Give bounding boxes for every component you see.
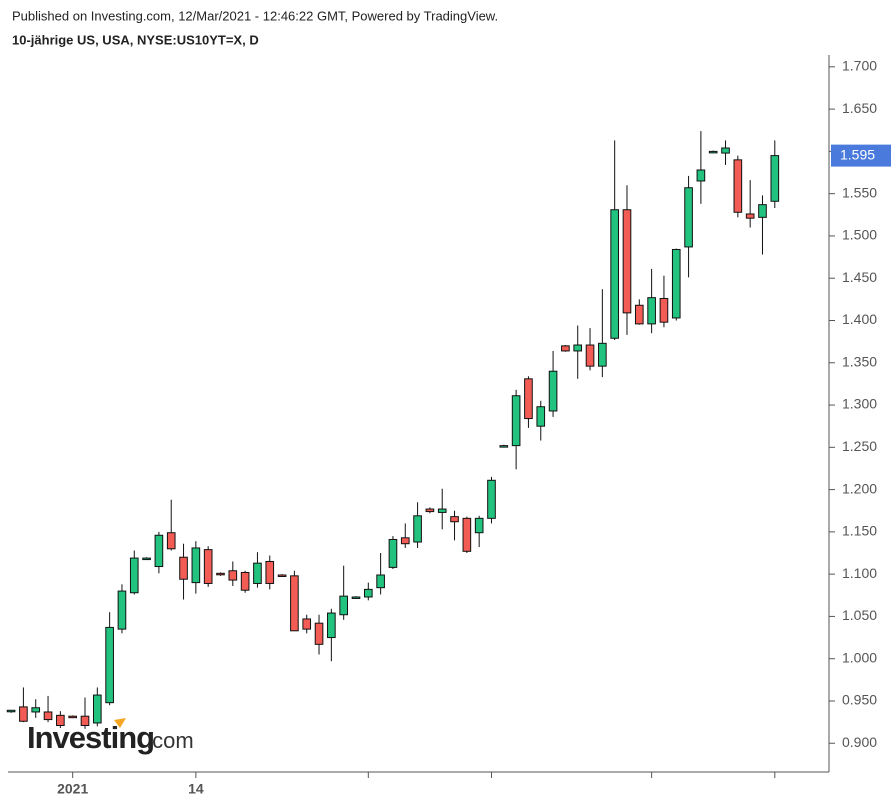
candle-body bbox=[487, 479, 496, 519]
y-tick-label: 0.900 bbox=[842, 734, 877, 750]
candle-body bbox=[277, 574, 287, 577]
candle-body bbox=[585, 344, 595, 367]
watermark-text: Investing bbox=[27, 720, 154, 755]
y-tick-label: 1.200 bbox=[842, 480, 877, 496]
watermark: Investing .com bbox=[27, 718, 194, 755]
candle-body bbox=[80, 715, 90, 726]
candle-body bbox=[388, 538, 398, 568]
candle-body bbox=[31, 707, 41, 713]
candle-body bbox=[462, 517, 472, 552]
candle-body bbox=[228, 570, 238, 581]
candle-body bbox=[610, 209, 619, 339]
candle-body bbox=[253, 562, 262, 584]
candle-body bbox=[179, 556, 188, 580]
candle-body bbox=[203, 549, 213, 584]
y-tick-label: 1.400 bbox=[842, 311, 877, 327]
candle-body bbox=[536, 406, 546, 427]
candle-body bbox=[573, 344, 583, 352]
candle-body bbox=[622, 209, 632, 314]
candle-body bbox=[376, 574, 385, 589]
candle-body bbox=[327, 612, 336, 639]
y-tick-label: 1.300 bbox=[842, 396, 877, 412]
candle-body bbox=[154, 534, 164, 568]
y-tick-label: 1.150 bbox=[842, 523, 877, 539]
candle-body bbox=[745, 213, 755, 219]
watermark-suffix: .com bbox=[146, 728, 194, 753]
candle-body bbox=[708, 150, 718, 154]
candle-body bbox=[598, 342, 607, 367]
candle-body bbox=[216, 572, 225, 576]
y-tick-label: 1.350 bbox=[842, 353, 877, 369]
candle-body bbox=[19, 706, 28, 722]
candle-body bbox=[351, 596, 361, 599]
candle-body bbox=[265, 560, 275, 584]
candle-body bbox=[474, 517, 484, 534]
candle-body bbox=[696, 169, 706, 182]
y-tick-label: 0.950 bbox=[842, 692, 877, 708]
x-tick-label: 2021 bbox=[57, 781, 88, 797]
y-tick-label: 1.000 bbox=[842, 649, 877, 665]
candle-body bbox=[770, 155, 780, 202]
candle-body bbox=[363, 588, 373, 598]
candle-body bbox=[314, 622, 324, 645]
candle-body bbox=[117, 590, 127, 630]
y-tick-label: 1.250 bbox=[842, 438, 877, 454]
candle-body bbox=[548, 370, 558, 412]
candle-body bbox=[290, 575, 299, 632]
candle-body bbox=[413, 515, 422, 543]
candle-body bbox=[302, 618, 312, 630]
candle-body bbox=[647, 297, 656, 325]
x-tick-label: 14 bbox=[188, 781, 204, 797]
y-tick-label: 1.500 bbox=[842, 227, 877, 243]
candle-body bbox=[339, 595, 348, 616]
candle-body bbox=[105, 626, 114, 704]
last-price-label: 1.595 bbox=[840, 146, 875, 162]
y-tick-label: 1.100 bbox=[842, 565, 877, 581]
header: Published on Investing.com, 12/Mar/2021 … bbox=[12, 8, 498, 23]
chart-title: 10-jährige US, USA, NYSE:US10YT=X, D bbox=[12, 32, 259, 47]
y-tick-label: 1.450 bbox=[842, 269, 877, 285]
y-tick-label: 1.550 bbox=[842, 184, 877, 200]
y-tick-label: 1.050 bbox=[842, 607, 877, 623]
candle-body bbox=[129, 557, 139, 594]
candle-body bbox=[499, 445, 509, 448]
watermark-icon bbox=[114, 718, 126, 728]
candle-body bbox=[721, 147, 730, 154]
candle-body bbox=[425, 508, 435, 513]
candle-body bbox=[561, 345, 570, 352]
candle-body bbox=[437, 508, 447, 513]
candle-body bbox=[92, 694, 102, 724]
candle-body bbox=[733, 159, 743, 213]
candle-body bbox=[659, 298, 669, 323]
candle-body bbox=[56, 714, 65, 726]
candle-body bbox=[142, 557, 151, 561]
candle-body bbox=[191, 547, 201, 584]
candle-body bbox=[6, 709, 16, 713]
candle-body bbox=[450, 516, 459, 523]
candle-body bbox=[758, 204, 767, 218]
candle-body bbox=[166, 532, 176, 550]
y-tick-label: 1.700 bbox=[842, 58, 877, 74]
y-tick-label: 1.650 bbox=[842, 100, 877, 116]
candle-body bbox=[43, 711, 53, 721]
last-price-box bbox=[831, 144, 891, 167]
candle-body bbox=[684, 187, 693, 248]
candle-body bbox=[240, 571, 250, 591]
candle-body bbox=[400, 537, 410, 545]
candle-body bbox=[671, 248, 681, 319]
candle-body bbox=[634, 304, 644, 325]
candle-body bbox=[68, 715, 77, 719]
candle-body bbox=[511, 395, 521, 447]
candle-body bbox=[524, 378, 533, 420]
